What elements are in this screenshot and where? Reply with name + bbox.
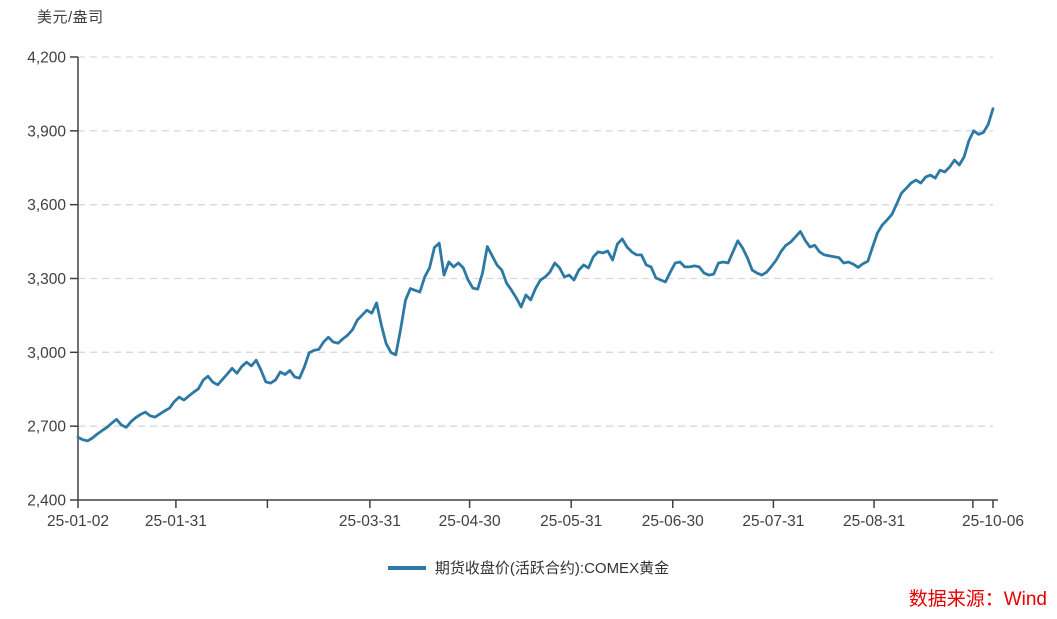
y-tick-label: 4,200: [27, 50, 66, 67]
legend: 期货收盘价(活跃合约):COMEX黄金: [0, 557, 1057, 578]
x-tick-label: 25-04-30: [439, 513, 501, 530]
y-tick-label: 2,700: [27, 419, 66, 436]
x-tick-label: 25-08-31: [843, 513, 905, 530]
y-axis-unit-label: 美元/盎司: [37, 9, 104, 26]
plot-area: 2,400 2,700 3,000 3,300 3,600 3,900 4,200 25-01…: [27, 50, 1024, 531]
legend-label: 期货收盘价(活跃合约):COMEX黄金: [434, 560, 670, 577]
x-tick-label: 25-10-06: [962, 513, 1024, 530]
y-tick-label: 3,600: [27, 197, 66, 214]
y-tick-label: 2,400: [27, 493, 66, 510]
x-tick-label: 25-03-31: [339, 513, 401, 530]
x-tick-label: 25-05-31: [540, 513, 602, 530]
x-tick-label: 25-06-30: [642, 513, 704, 530]
y-tick-label: 3,300: [27, 271, 66, 288]
x-tick-label: 25-01-02: [47, 513, 109, 530]
legend-line-swatch: [387, 565, 426, 570]
x-tick-label: 25-01-31: [145, 513, 207, 530]
y-tick-label: 3,000: [27, 345, 66, 362]
price-line: [76, 107, 995, 443]
data-source-label: 数据来源：Wind: [908, 589, 1047, 610]
x-tick-label: 25-07-31: [742, 513, 804, 530]
y-tick-label: 3,900: [27, 123, 66, 140]
